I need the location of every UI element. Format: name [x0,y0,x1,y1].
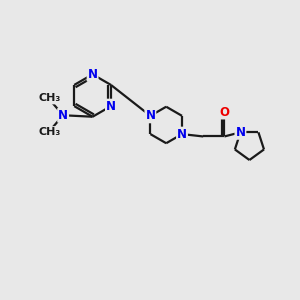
Text: N: N [146,109,155,122]
Text: N: N [106,100,116,112]
Text: N: N [58,109,68,122]
Text: N: N [236,126,245,139]
Text: CH₃: CH₃ [39,127,61,137]
Text: CH₃: CH₃ [39,94,61,103]
Text: N: N [88,68,98,81]
Text: N: N [177,128,187,141]
Text: O: O [219,106,230,118]
